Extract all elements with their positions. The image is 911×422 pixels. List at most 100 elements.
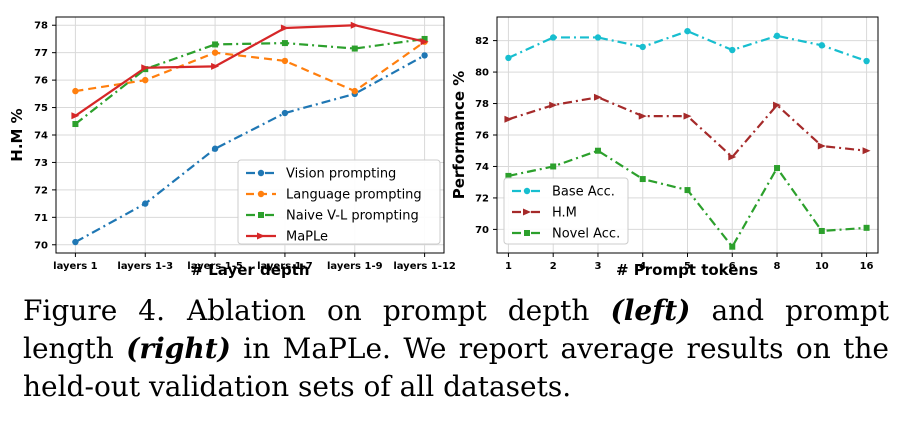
- y-tick-label: 70: [475, 225, 489, 236]
- data-point: [211, 62, 220, 70]
- legend-label: Novel Acc.: [552, 227, 620, 242]
- caption-text-b: and prompt length: [23, 294, 889, 365]
- chart-layer-depth: 70 71 72 73 74 75 76 77 78 layers 1 layers 1-3 laye…: [8, 16, 456, 279]
- series-h-m: [504, 93, 871, 161]
- data-point: [729, 243, 736, 250]
- y-tick-label: 74: [34, 131, 48, 142]
- data-point: [593, 93, 602, 101]
- legend-marker: [257, 190, 265, 198]
- x-tick-label: 1: [505, 261, 512, 272]
- data-point: [141, 64, 150, 72]
- data-point: [639, 43, 646, 51]
- legend-label: Naive V-L prompting: [286, 209, 419, 224]
- data-point: [773, 101, 782, 109]
- series-line: [74, 24, 425, 117]
- data-point: [421, 35, 428, 42]
- data-point: [818, 227, 825, 234]
- legend-label: MaPLe: [286, 230, 328, 245]
- x-tick-label: layers 1: [53, 261, 98, 272]
- data-point: [211, 145, 219, 152]
- data-point: [549, 101, 558, 109]
- data-point: [684, 27, 691, 35]
- data-point: [729, 46, 736, 54]
- y-tick-label: 70: [34, 240, 48, 251]
- data-point: [281, 40, 288, 47]
- data-point: [505, 172, 512, 179]
- legend-marker: [257, 232, 265, 240]
- x-tick-label: layers 1-12: [393, 261, 456, 272]
- data-point: [421, 52, 428, 59]
- legend-label: Language prompting: [286, 188, 422, 203]
- legend-marker: [523, 208, 531, 216]
- data-point: [863, 57, 870, 65]
- data-point: [638, 112, 647, 120]
- caption-right: (right): [126, 332, 231, 365]
- y-axis-label: H.M %: [8, 108, 26, 161]
- y-tick-label: 82: [475, 36, 489, 47]
- x-tick-label: layers 1-5: [187, 261, 243, 272]
- series-line: [75, 40, 426, 93]
- figure-caption: Figure 4. Ablation on prompt depth (left)…: [23, 292, 889, 406]
- y-tick-label: 80: [475, 68, 489, 79]
- legend-box: [503, 177, 629, 245]
- data-point: [142, 76, 149, 84]
- y-tick-label: 76: [475, 131, 489, 142]
- series-line: [74, 37, 425, 125]
- y-tick-label: 72: [475, 193, 489, 204]
- data-point: [549, 34, 557, 41]
- caption-text-a: Ablation on prompt depth: [187, 294, 611, 327]
- legend: Vision prompting Language prompting Naive …: [237, 159, 441, 245]
- y-tick-label: 71: [34, 213, 48, 224]
- x-tick-label: 10: [815, 261, 829, 272]
- x-tick-label: 16: [860, 261, 874, 272]
- data-point: [728, 153, 737, 161]
- data-point: [281, 109, 289, 117]
- legend-marker: [523, 187, 531, 195]
- data-point: [818, 42, 826, 49]
- data-point: [773, 32, 781, 40]
- series-novel-acc-: [505, 147, 870, 250]
- data-point: [594, 34, 602, 41]
- data-point: [280, 24, 289, 32]
- legend-marker: [257, 169, 265, 177]
- data-point: [351, 87, 358, 95]
- x-axis-label: # Layer depth: [190, 261, 309, 279]
- data-point: [72, 238, 79, 246]
- x-tick-label: 8: [774, 261, 781, 272]
- x-tick-label: layers 1-7: [257, 261, 313, 272]
- series-base-acc-: [505, 27, 870, 65]
- y-tick-label: 74: [475, 162, 489, 173]
- data-point: [72, 121, 79, 128]
- x-tick-label: 5: [684, 261, 691, 272]
- y-tick-label: 75: [34, 103, 48, 114]
- data-point: [504, 115, 513, 123]
- data-point: [862, 147, 871, 155]
- y-axis-label: Performance %: [450, 71, 468, 200]
- figure: 70 71 72 73 74 75 76 77 78 layers 1 layers 1-3 laye…: [8, 16, 879, 279]
- data-point: [863, 224, 870, 231]
- legend-label: Base Acc.: [552, 185, 615, 200]
- data-point: [142, 200, 149, 207]
- x-tick-label: 3: [594, 261, 601, 272]
- data-point: [505, 54, 512, 62]
- x-tick-label: layers 1-3: [117, 261, 173, 272]
- data-point: [351, 45, 358, 52]
- data-point: [684, 187, 691, 194]
- x-tick-label: 2: [550, 261, 557, 272]
- series-line: [507, 30, 867, 63]
- data-point: [211, 49, 219, 56]
- data-point: [817, 142, 826, 150]
- data-point: [683, 112, 692, 120]
- caption-left: (left): [610, 294, 691, 327]
- legend-marker: [258, 212, 264, 218]
- x-tick-label: 4: [639, 261, 646, 272]
- data-point: [72, 87, 79, 95]
- data-point: [639, 176, 646, 183]
- data-point: [774, 165, 781, 172]
- legend-marker: [524, 230, 530, 236]
- data-point: [420, 38, 429, 46]
- data-point: [550, 163, 557, 170]
- caption-text-c: in MaPLe. We report average results on t…: [23, 332, 890, 403]
- y-tick-label: 77: [34, 48, 48, 59]
- chart-prompt-tokens: 70 72 74 76 78 80 82 1 2 3 4 5 6 8 10 16 # Prompt tokens…: [450, 16, 879, 279]
